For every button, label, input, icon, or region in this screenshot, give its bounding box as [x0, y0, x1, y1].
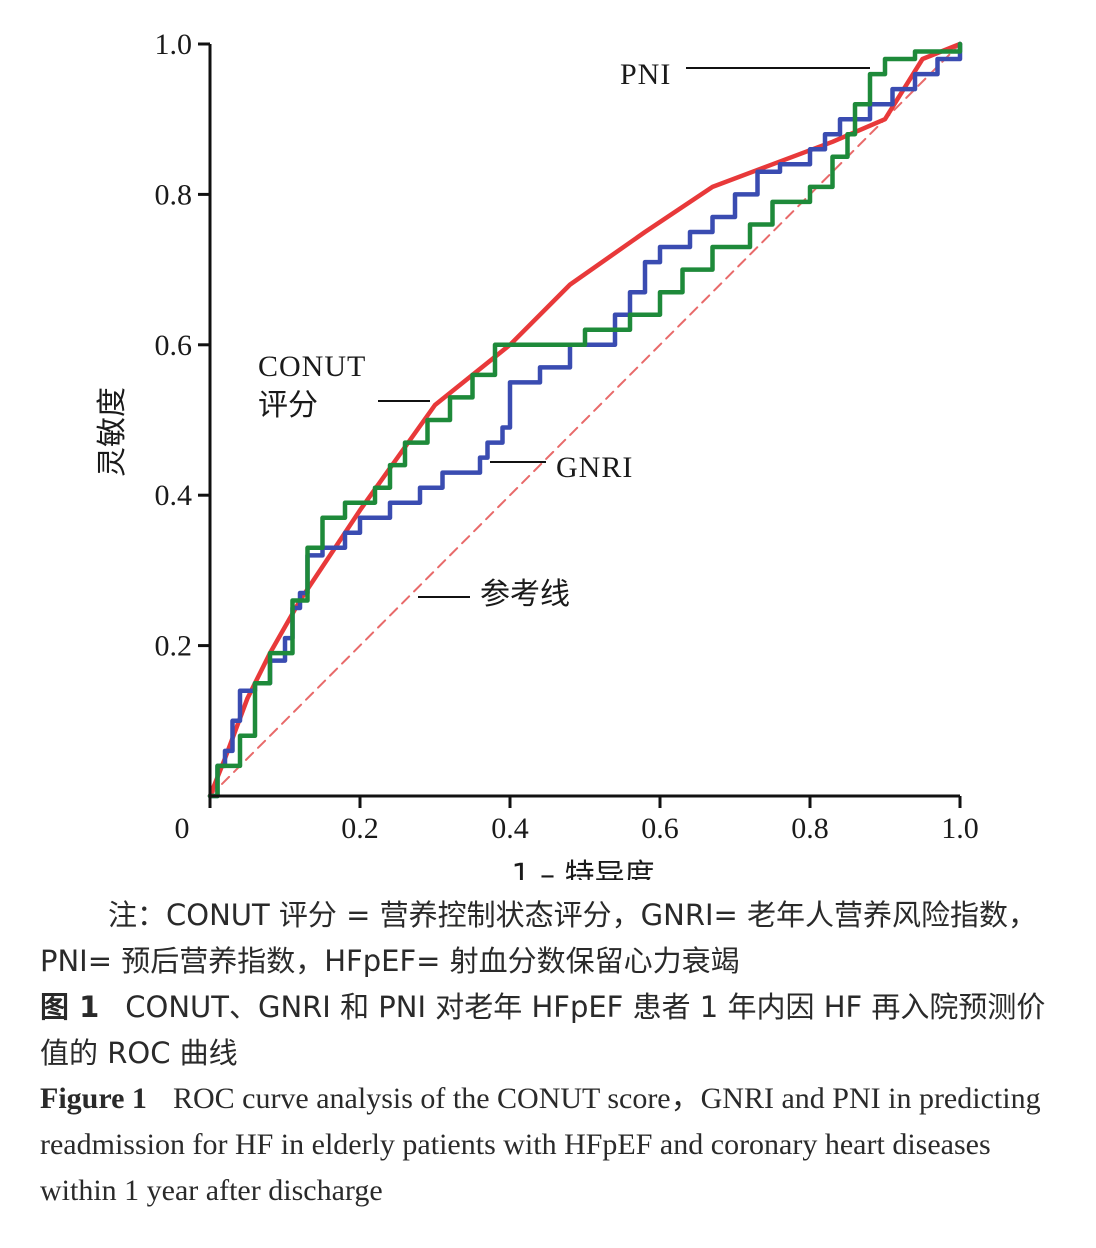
x-tick-label: 0.4 — [491, 812, 529, 845]
y-tick-label: 0.4 — [155, 479, 193, 512]
y-tick-label: 1.0 — [155, 28, 193, 61]
x-axis-title: 1 – 特异度 — [511, 858, 654, 880]
caption-figure-cn-text: CONUT、GNRI 和 PNI 对老年 HFpEF 患者 1 年内因 HF 再… — [40, 990, 1046, 1070]
caption-figure-cn-lead: 图 1 — [40, 990, 100, 1024]
reference-label: 参考线 — [480, 577, 570, 612]
caption-figure-cn: 图 1 CONUT、GNRI 和 PNI 对老年 HFpEF 患者 1 年内因 H… — [40, 984, 1050, 1076]
gnri-curve — [207, 41, 963, 799]
x-tick-label: 0.6 — [641, 812, 679, 845]
gnri-label: GNRI — [556, 451, 633, 484]
caption-note: 注：CONUT 评分 = 营养控制状态评分，GNRI= 老年人营养风险指数，PN… — [40, 898, 1038, 978]
y-tick-label: 0.2 — [155, 630, 193, 663]
y-tick-label: 0.6 — [155, 329, 193, 362]
x-tick-label: 0 — [175, 812, 190, 845]
pni-curve — [207, 41, 963, 799]
y-tick-label: 0.8 — [155, 178, 193, 211]
caption-figure-en-text: ROC curve analysis of the CONUT score，GN… — [40, 1082, 1041, 1207]
x-tick-label: 1.0 — [941, 812, 979, 845]
y-axis-title: 灵敏度 — [95, 387, 130, 477]
caption-figure-en: Figure 1 ROC curve analysis of the CONUT … — [40, 1076, 1050, 1214]
conut-label-line1: CONUT — [258, 350, 366, 383]
roc-chart: 0 0.2 0.4 0.6 0.8 1.0 0.2 0.4 0.6 0.8 1.0 1 – 特异度 灵敏… — [95, 28, 979, 880]
x-tick-label: 0.2 — [341, 812, 379, 845]
x-tick-label: 0.8 — [791, 812, 829, 845]
caption-figure-en-lead: Figure 1 — [40, 1082, 147, 1115]
pni-label: PNI — [620, 58, 671, 91]
figure-caption: 注：CONUT 评分 = 营养控制状态评分，GNRI= 老年人营养风险指数，PN… — [40, 892, 1050, 1214]
conut-curve — [207, 41, 963, 799]
conut-label-line2: 评分 — [258, 388, 318, 423]
reference-line — [209, 43, 961, 797]
